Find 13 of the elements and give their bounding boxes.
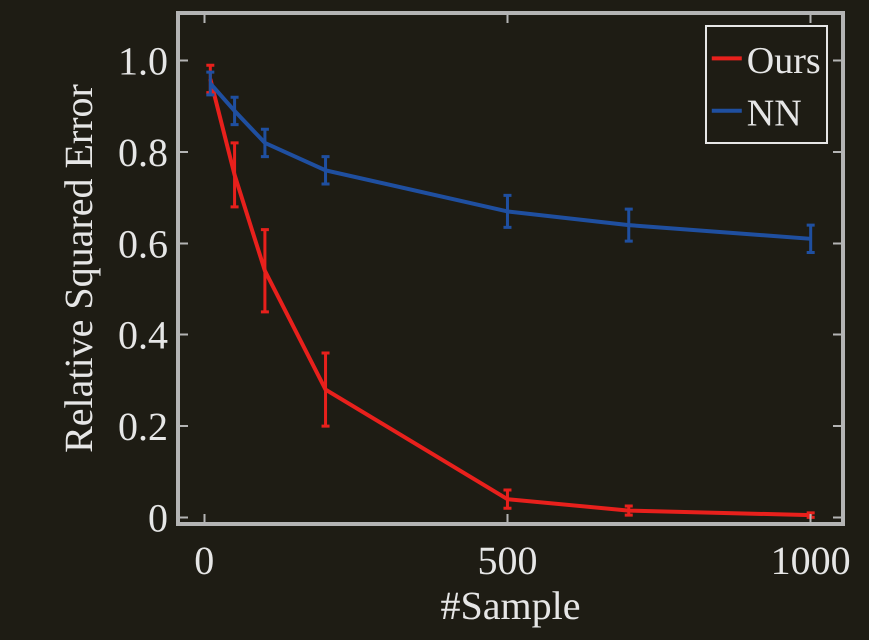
legend-label: Ours <box>746 40 821 82</box>
y-tick-label: 0 <box>148 495 168 540</box>
y-tick-label: 0.2 <box>118 404 168 450</box>
y-tick-label: 0.8 <box>118 130 168 176</box>
y-tick-label: 0.4 <box>118 312 168 358</box>
x-axis-title: #Sample <box>440 583 580 628</box>
x-tick-label: 500 <box>477 538 538 583</box>
y-axis-title: Relative Squared Error <box>56 84 101 453</box>
y-tick-label: 0.6 <box>118 221 168 266</box>
y-tick-label: 1.0 <box>118 38 168 84</box>
x-tick-label: 1000 <box>770 538 851 583</box>
legend-label: NN <box>746 92 802 135</box>
x-tick-label: 0 <box>194 538 214 583</box>
